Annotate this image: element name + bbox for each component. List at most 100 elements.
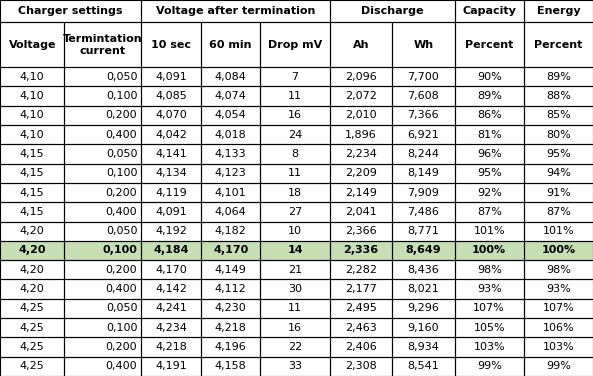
Bar	[0, 164, 65, 183]
Bar	[141, 144, 201, 164]
Bar	[392, 260, 455, 279]
Text: 4,070: 4,070	[155, 110, 187, 120]
Bar	[201, 22, 260, 67]
Text: 2,495: 2,495	[345, 303, 377, 314]
Text: 7,608: 7,608	[407, 91, 439, 101]
Bar	[260, 241, 330, 260]
Bar	[330, 299, 392, 318]
Bar	[260, 357, 330, 376]
Bar	[201, 183, 260, 202]
Bar	[524, 106, 593, 125]
Text: 4,091: 4,091	[155, 207, 187, 217]
Bar	[330, 357, 392, 376]
Bar	[330, 221, 392, 241]
Bar	[0, 299, 65, 318]
Bar	[141, 164, 201, 183]
Bar	[65, 241, 141, 260]
Bar	[524, 183, 593, 202]
Bar	[0, 144, 65, 164]
Bar	[455, 260, 524, 279]
Text: 98%: 98%	[546, 265, 571, 275]
Bar	[455, 164, 524, 183]
Bar	[65, 67, 141, 86]
Text: Ah: Ah	[353, 40, 369, 50]
Bar	[524, 299, 593, 318]
Text: 103%: 103%	[543, 342, 574, 352]
Bar	[201, 202, 260, 221]
Bar	[524, 221, 593, 241]
Bar	[392, 279, 455, 299]
Bar	[0, 318, 65, 337]
Bar	[201, 279, 260, 299]
Bar	[330, 106, 392, 125]
Bar	[455, 106, 524, 125]
Bar	[524, 0, 593, 22]
Bar	[141, 260, 201, 279]
Text: 4,15: 4,15	[20, 168, 44, 178]
Bar	[455, 279, 524, 299]
Bar	[201, 357, 260, 376]
Text: 11: 11	[288, 303, 302, 314]
Text: 4,218: 4,218	[155, 342, 187, 352]
Text: 4,20: 4,20	[20, 226, 44, 236]
Bar	[392, 125, 455, 144]
Text: 88%: 88%	[546, 91, 571, 101]
Text: 2,463: 2,463	[345, 323, 377, 333]
Bar	[0, 241, 65, 260]
Bar	[524, 202, 593, 221]
Bar	[392, 144, 455, 164]
Bar	[392, 279, 455, 299]
Bar	[141, 22, 201, 67]
Bar	[392, 260, 455, 279]
Text: 4,192: 4,192	[155, 226, 187, 236]
Bar	[65, 86, 141, 106]
Text: 2,041: 2,041	[345, 207, 377, 217]
Bar	[260, 337, 330, 357]
Text: 8,771: 8,771	[407, 226, 439, 236]
Bar	[65, 221, 141, 241]
Bar	[141, 106, 201, 125]
Bar	[141, 279, 201, 299]
Bar	[65, 106, 141, 125]
Bar	[201, 86, 260, 106]
Bar	[201, 241, 260, 260]
Text: 6,921: 6,921	[407, 130, 439, 139]
Text: 4,191: 4,191	[155, 361, 187, 371]
Text: 60 min: 60 min	[209, 40, 252, 50]
Text: 4,20: 4,20	[20, 284, 44, 294]
Bar	[65, 202, 141, 221]
Bar	[201, 67, 260, 86]
Bar	[65, 67, 141, 86]
Bar	[65, 357, 141, 376]
Text: 2,209: 2,209	[345, 168, 377, 178]
Bar	[201, 337, 260, 357]
Text: 2,308: 2,308	[345, 361, 377, 371]
Bar	[0, 260, 65, 279]
Text: 4,25: 4,25	[20, 323, 44, 333]
Bar	[260, 67, 330, 86]
Text: Energy: Energy	[537, 6, 580, 16]
Bar	[0, 67, 65, 86]
Bar	[141, 164, 201, 183]
Bar	[141, 125, 201, 144]
Bar	[330, 279, 392, 299]
Bar	[0, 106, 65, 125]
Text: 4,091: 4,091	[155, 72, 187, 82]
Text: 99%: 99%	[477, 361, 502, 371]
Text: Percent: Percent	[465, 40, 514, 50]
Text: 8,244: 8,244	[407, 149, 439, 159]
Bar	[201, 106, 260, 125]
Text: 30: 30	[288, 284, 302, 294]
Bar	[455, 86, 524, 106]
Bar	[0, 241, 65, 260]
Bar	[65, 318, 141, 337]
Text: 10: 10	[288, 226, 302, 236]
Bar	[65, 144, 141, 164]
Text: 0,050: 0,050	[106, 226, 138, 236]
Text: 4,241: 4,241	[155, 303, 187, 314]
Bar	[455, 22, 524, 67]
Bar	[330, 22, 392, 67]
Bar	[0, 337, 65, 357]
Bar	[260, 318, 330, 337]
Bar	[141, 67, 201, 86]
